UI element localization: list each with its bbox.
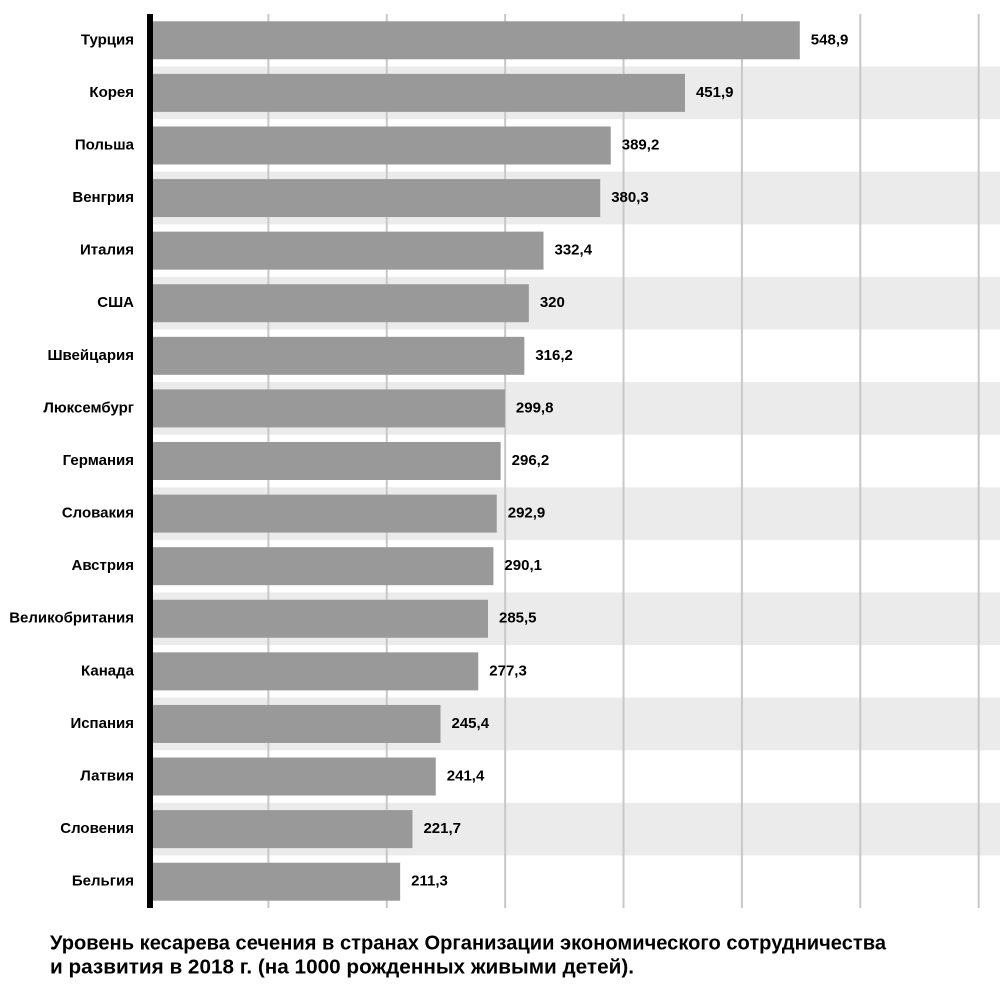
value-label: 211,3: [411, 873, 448, 890]
value-label: 299,8: [516, 399, 554, 416]
bar: [150, 73, 685, 112]
bar: [150, 810, 413, 849]
value-label: 292,9: [508, 505, 546, 522]
chart-title: Уровень кесарева сечения в странах Орган…: [50, 932, 887, 954]
bar: [150, 21, 800, 60]
value-label: 290,1: [504, 557, 542, 574]
value-label: 241,4: [447, 767, 485, 784]
value-label: 221,7: [423, 820, 461, 837]
value-label: 389,2: [622, 136, 660, 153]
bar: [150, 704, 441, 743]
value-label: 316,2: [535, 347, 573, 364]
bar: [150, 652, 479, 691]
y-tick-label: Турция: [81, 31, 134, 48]
bar: [150, 547, 494, 586]
y-tick-label: Германия: [63, 452, 134, 469]
y-tick-label: Корея: [89, 84, 134, 101]
bar: [150, 757, 436, 796]
value-label: 296,2: [512, 452, 550, 469]
value-label: 332,4: [555, 242, 593, 259]
bar: [150, 231, 544, 270]
bar: [150, 862, 401, 901]
bar: [150, 599, 488, 638]
y-tick-label: Канада: [81, 662, 135, 679]
y-tick-label: Словения: [60, 820, 134, 837]
value-label: 285,5: [499, 610, 537, 627]
y-tick-label: Венгрия: [72, 189, 134, 206]
value-label: 451,9: [696, 84, 734, 101]
y-tick-label: Австрия: [71, 557, 134, 574]
value-label: 277,3: [489, 662, 527, 679]
y-tick-label: Люксембург: [43, 399, 134, 416]
y-tick-label: Польша: [75, 136, 135, 153]
value-label: 245,4: [452, 715, 490, 732]
bar: [150, 284, 529, 323]
bar: [150, 389, 505, 428]
y-tick-label: Швейцария: [47, 347, 134, 364]
bar: [150, 126, 611, 165]
y-tick-label: Великобритания: [9, 610, 134, 627]
value-label: 380,3: [611, 189, 649, 206]
bar: [150, 336, 525, 375]
chart-title: и развития в 2018 г. (на 1000 рожденных …: [50, 956, 634, 978]
y-tick-label: Бельгия: [72, 873, 134, 890]
bar: [150, 494, 497, 533]
value-label: 548,9: [811, 31, 849, 48]
y-tick-label: Испания: [70, 715, 134, 732]
y-tick-label: США: [97, 294, 134, 311]
bar: [150, 179, 601, 218]
bar: [150, 442, 501, 480]
value-label: 320: [540, 294, 565, 311]
y-tick-label: Италия: [80, 242, 134, 259]
y-tick-label: Латвия: [80, 767, 134, 784]
y-tick-label: Словакия: [62, 505, 134, 522]
